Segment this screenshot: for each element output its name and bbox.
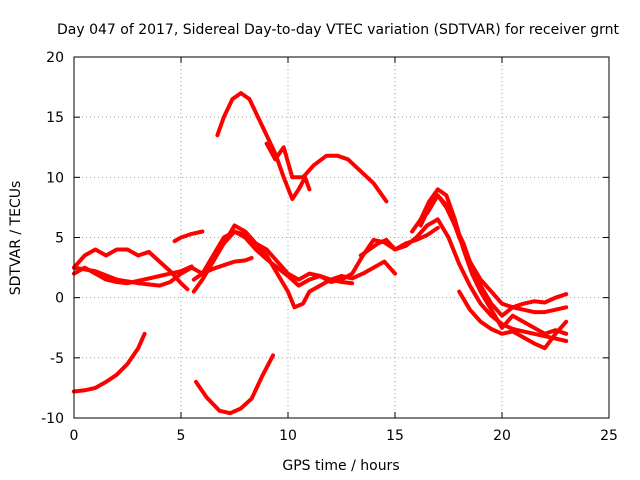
x-tick-label: 10 [279,428,297,444]
series-line-trace-p [457,289,569,351]
x-tick-label: 15 [386,428,404,444]
y-tick-label: 15 [46,110,64,126]
y-tick-label: 20 [46,50,64,66]
series-line-trace-h [172,229,205,244]
x-axis-label: GPS time / hours [282,458,399,474]
y-tick-label: -5 [50,351,64,367]
series-line-trace-c [215,91,312,201]
series-line-trace-d [264,141,389,204]
y-axis-label: SDTVAR / TECUs [8,181,24,296]
y-tick-label: -10 [41,411,64,427]
series-line-trace-k [221,229,355,286]
axis-ticks: 0 5 10 15 20 25 -10 -5 0 5 10 15 20 [41,50,618,444]
x-tick-label: 25 [600,428,618,444]
series-line-trace-o [425,193,569,310]
y-tick-label: 10 [46,170,64,186]
x-tick-label: 0 [70,428,79,444]
data-series [72,91,569,416]
y-tick-label: 5 [55,231,64,247]
chart-title: Day 047 of 2017, Sidereal Day-to-day VTE… [57,22,619,38]
x-tick-label: 5 [177,428,186,444]
series-line-trace-b [194,353,275,416]
series-line-trace-m [410,187,569,336]
y-tick-label: 0 [55,291,64,307]
grid-lines [74,57,609,418]
series-line-trace-l [358,217,569,343]
x-tick-label: 20 [493,428,511,444]
series-line-trace-a [72,331,147,394]
series-line-trace-g [72,264,194,286]
